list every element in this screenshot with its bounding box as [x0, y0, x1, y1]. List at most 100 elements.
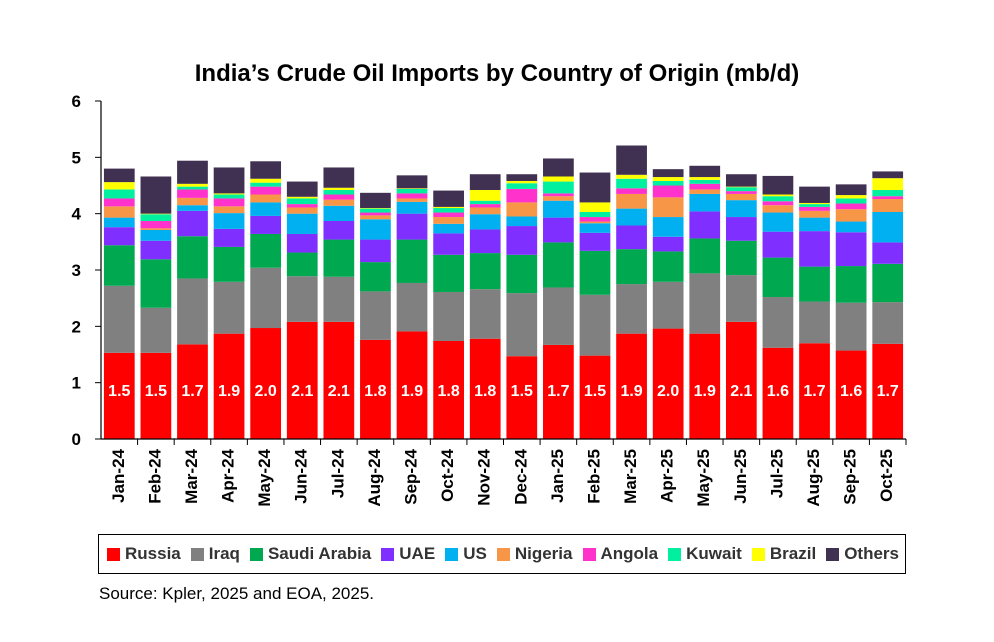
- bar-uae: [396, 213, 428, 240]
- bar-angola: [286, 204, 318, 208]
- x-tick-label: Apr-25: [658, 449, 677, 503]
- y-tick-label: 0: [72, 430, 81, 449]
- bar-russia: [799, 343, 830, 439]
- data-label: 1.8: [364, 383, 386, 400]
- bar-brazil: [433, 206, 464, 209]
- bar-brazil: [286, 196, 318, 199]
- bar-iraq: [652, 281, 684, 329]
- data-label: 1.5: [584, 383, 606, 400]
- legend-swatch: [107, 547, 120, 561]
- bar-kuwait: [103, 189, 135, 199]
- bar-others: [506, 174, 538, 181]
- bar-brazil: [762, 194, 794, 197]
- bar-nigeria: [835, 209, 867, 222]
- bar-brazil: [103, 182, 135, 190]
- bar-angola: [872, 196, 904, 200]
- bar-saudi-arabia: [579, 250, 611, 295]
- bar-kuwait: [616, 178, 647, 189]
- bar-iraq: [872, 302, 904, 344]
- bar-saudi-arabia: [323, 239, 355, 277]
- bar-brazil: [213, 193, 245, 195]
- bar-us: [396, 201, 428, 214]
- bar-russia: [579, 355, 611, 439]
- bar-uae: [725, 217, 757, 241]
- bar-kuwait: [762, 196, 794, 202]
- bar-others: [835, 184, 867, 196]
- legend: Russia Iraq Saudi Arabia UAE US Nigeria Angola…: [98, 534, 906, 574]
- bar-uae: [177, 210, 208, 237]
- x-tick-label: Sep-25: [841, 449, 860, 505]
- legend-swatch: [751, 547, 765, 561]
- legend-swatch: [445, 547, 459, 561]
- bar-brazil: [506, 180, 538, 184]
- x-tick-label: Dec-24: [511, 448, 530, 504]
- bar-kuwait: [433, 208, 464, 213]
- bar-others: [543, 158, 574, 177]
- bar-uae: [250, 215, 282, 234]
- bar-nigeria: [616, 193, 647, 209]
- bar-kuwait: [323, 190, 355, 195]
- bar-nigeria: [689, 189, 721, 194]
- bar-us: [652, 217, 684, 237]
- bar-others: [396, 175, 428, 189]
- bar-angola: [616, 188, 647, 194]
- bar-uae: [616, 225, 647, 250]
- bar-iraq: [616, 284, 647, 334]
- bar-brazil: [469, 190, 501, 201]
- bar-russia: [286, 321, 318, 439]
- data-label: 2.0: [657, 383, 679, 400]
- bar-angola: [250, 186, 282, 195]
- bar-brazil: [250, 178, 282, 183]
- bar-saudi-arabia: [506, 254, 538, 294]
- bar-uae: [579, 232, 611, 251]
- bar-nigeria: [506, 202, 538, 217]
- data-label: 2.0: [255, 383, 277, 400]
- bar-russia: [213, 333, 245, 439]
- bar-saudi-arabia: [433, 254, 464, 292]
- bar-saudi-arabia: [689, 238, 721, 274]
- bar-others: [799, 186, 830, 203]
- bar-saudi-arabia: [616, 249, 647, 285]
- bar-angola: [725, 191, 757, 194]
- bar-kuwait: [652, 180, 684, 186]
- bar-kuwait: [872, 190, 904, 197]
- bar-nigeria: [469, 207, 501, 215]
- x-tick-label: May-25: [694, 449, 713, 507]
- bar-others: [177, 160, 208, 184]
- bar-iraq: [762, 297, 794, 348]
- data-label: 1.5: [145, 383, 167, 400]
- bar-others: [872, 171, 904, 179]
- bar-angola: [396, 193, 428, 199]
- bar-angola: [360, 212, 391, 216]
- bar-uae: [652, 236, 684, 252]
- source-note: Source: Kpler, 2025 and EOA, 2025.: [99, 584, 375, 603]
- bars-group: 1.5 1.5 1.7 1.9 2.0 2.1 2.1 1.8 1.9 1.8 1.8 1.5 1.7 1…: [103, 145, 904, 439]
- bar-brazil: [140, 213, 172, 215]
- bar-brazil: [652, 177, 684, 181]
- bar-us: [250, 202, 282, 216]
- data-label: 1.5: [108, 383, 130, 400]
- bar-saudi-arabia: [543, 242, 574, 288]
- x-tick-label: Mar-24: [182, 448, 201, 503]
- legend-swatch: [496, 547, 510, 561]
- bar-nigeria: [323, 199, 355, 206]
- x-tick-label: Aug-25: [804, 449, 823, 507]
- bar-uae: [872, 242, 904, 264]
- bar-uae: [213, 228, 245, 247]
- data-label: 1.8: [437, 383, 459, 400]
- legend-item-others: Others: [826, 544, 899, 564]
- bar-iraq: [213, 281, 245, 334]
- bar-saudi-arabia: [286, 252, 318, 277]
- bar-us: [506, 216, 538, 227]
- bar-nigeria: [725, 193, 757, 201]
- bar-angola: [689, 183, 721, 190]
- bar-us: [323, 205, 355, 221]
- bar-uae: [323, 220, 355, 240]
- bar-iraq: [799, 301, 830, 344]
- bar-iraq: [250, 267, 282, 329]
- bar-iraq: [433, 291, 464, 341]
- bar-others: [616, 145, 647, 175]
- bar-others: [579, 172, 611, 203]
- bar-saudi-arabia: [762, 257, 794, 298]
- x-tick-label: Nov-24: [475, 448, 494, 505]
